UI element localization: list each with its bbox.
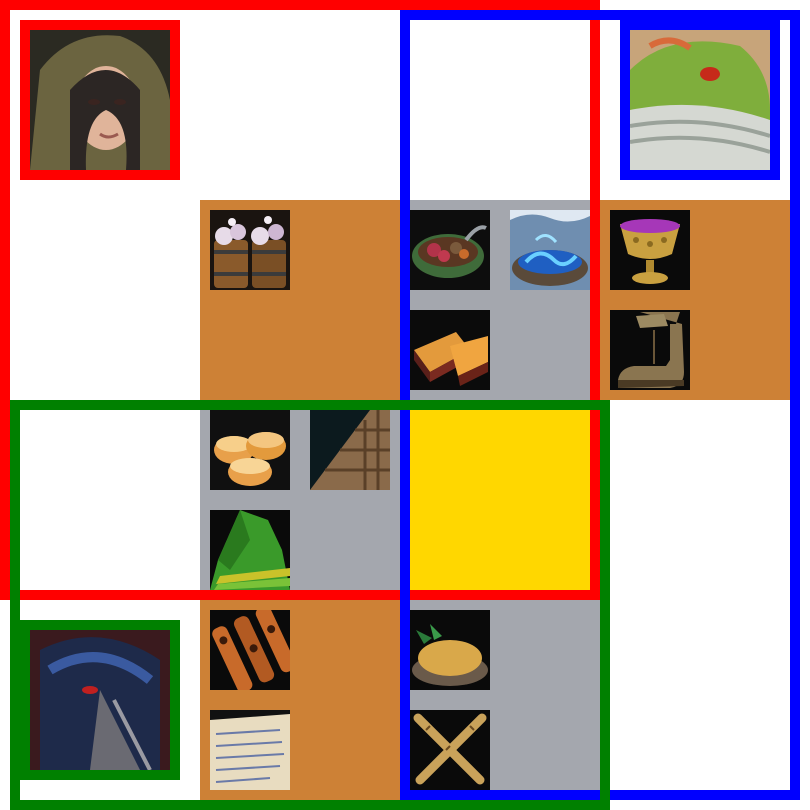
hooded-woman-avatar xyxy=(30,30,170,170)
mashed-food-bowl-icon[interactable] xyxy=(410,610,490,690)
barrels-icon[interactable] xyxy=(210,210,290,290)
leather-boot-icon[interactable] xyxy=(610,310,690,390)
blue-water-bowl-icon[interactable] xyxy=(510,210,590,290)
green-dragon-avatar xyxy=(630,30,770,170)
crossed-bamboo-icon[interactable] xyxy=(410,710,490,790)
biscuits-icon[interactable] xyxy=(210,410,290,490)
territory-cell-gold-center xyxy=(400,400,600,600)
masked-rogue-avatar xyxy=(30,630,170,770)
pie-slice-icon[interactable] xyxy=(410,310,490,390)
green-player-portrait[interactable] xyxy=(20,620,180,780)
roof-tiles-icon[interactable] xyxy=(310,410,390,490)
blue-player-portrait[interactable] xyxy=(620,20,780,180)
red-player-region xyxy=(0,0,600,600)
parchment-scroll-icon[interactable] xyxy=(210,710,290,790)
stew-bowl-icon[interactable] xyxy=(410,210,490,290)
skewered-meat-icon[interactable] xyxy=(210,610,290,690)
green-cloak-icon[interactable] xyxy=(210,510,290,590)
golden-goblet-icon[interactable] xyxy=(610,210,690,290)
red-player-portrait[interactable] xyxy=(20,20,180,180)
green-player-region xyxy=(10,400,610,810)
